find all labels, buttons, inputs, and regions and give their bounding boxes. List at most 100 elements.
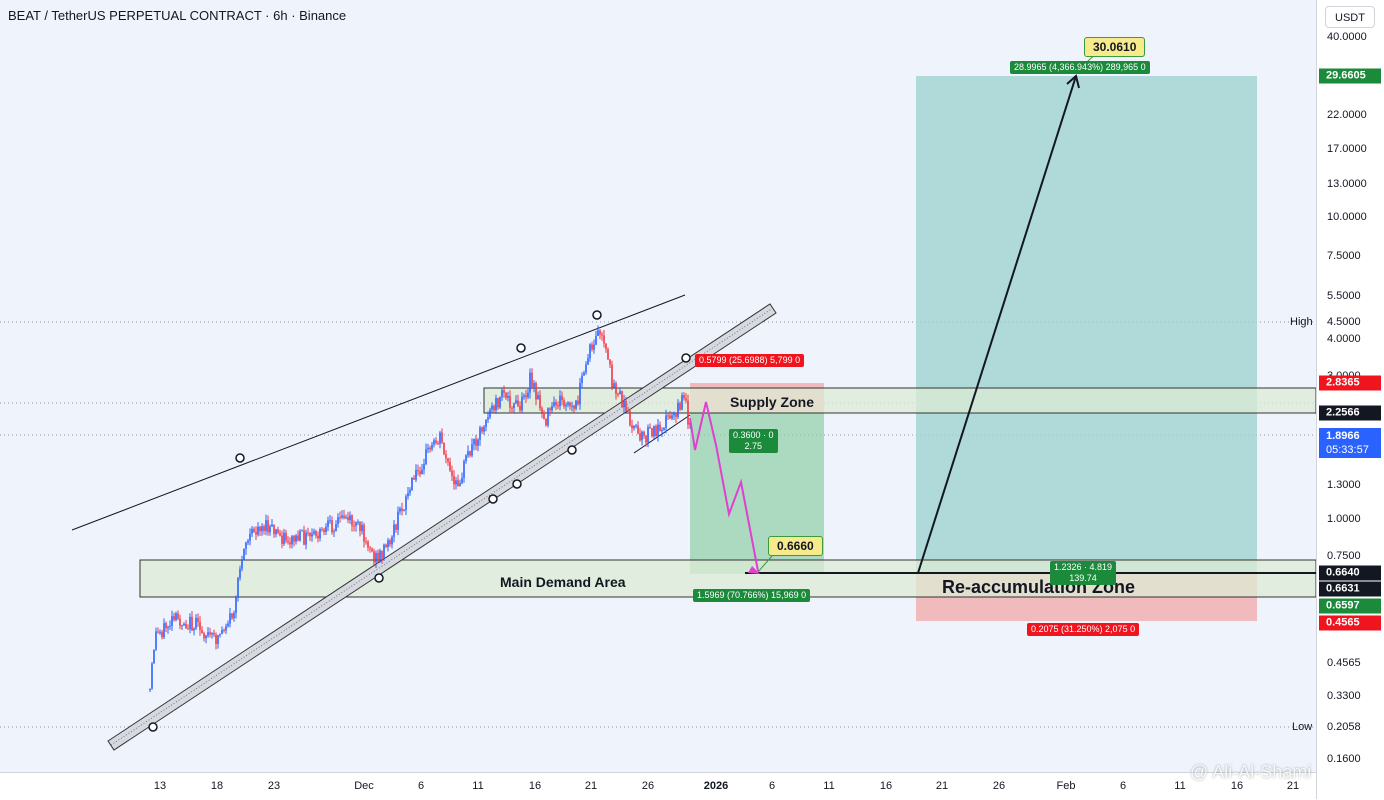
candle-body — [369, 547, 371, 549]
candle-body — [477, 439, 479, 446]
candle-body — [237, 578, 239, 598]
pivot-marker — [488, 494, 498, 504]
candle-body — [449, 461, 451, 471]
candle-body — [517, 400, 519, 406]
time-tick: 18 — [210, 780, 224, 792]
candle-body — [687, 400, 689, 425]
candle-body — [649, 427, 651, 429]
candle-body — [499, 397, 501, 408]
candle-body — [207, 632, 209, 636]
candle-body — [253, 528, 255, 533]
candle-body — [205, 635, 207, 639]
candle-body — [633, 425, 635, 429]
candle-body — [347, 517, 349, 521]
candle-body — [657, 424, 659, 437]
candle-body — [459, 483, 461, 487]
long-rr-badge: 1.2326 · 4.819 139.74 — [1050, 561, 1117, 585]
author-watermark: @ Ali-Al-Shami — [1190, 762, 1312, 782]
price-chart[interactable] — [0, 0, 1316, 772]
candle-body — [683, 395, 685, 399]
candle-body — [417, 469, 419, 472]
price-tick: 22.0000 — [1327, 109, 1367, 121]
candle-body — [365, 541, 367, 543]
candle-body — [275, 529, 277, 535]
price-tick: 4.0000 — [1327, 333, 1361, 345]
candle-body — [539, 395, 541, 409]
candle-body — [465, 455, 467, 462]
candle-body — [611, 364, 613, 388]
candle-body — [425, 449, 427, 465]
candle-body — [463, 461, 465, 478]
upper-trendline — [71, 294, 686, 531]
stop-high-price-tag: 2.8365 — [1319, 375, 1381, 391]
time-tick: 13 — [153, 780, 167, 792]
currency-selector[interactable]: USDT — [1325, 6, 1375, 28]
pivot-marker — [567, 445, 577, 455]
candle-body — [227, 623, 229, 627]
candle-body — [553, 402, 555, 406]
candle-body — [173, 616, 175, 620]
time-tick: 16 — [1230, 780, 1244, 792]
candle-body — [191, 616, 193, 631]
candle-body — [267, 520, 269, 533]
candle-body — [323, 529, 325, 532]
candle-body — [507, 395, 509, 398]
time-tick: 11 — [472, 780, 484, 792]
candle-body — [157, 631, 159, 633]
candle-body — [355, 522, 357, 526]
candle-body — [435, 440, 437, 444]
candle-body — [429, 447, 431, 450]
time-tick: 21 — [1286, 780, 1300, 792]
chart-area[interactable]: BEAT / TetherUS PERPETUAL CONTRACT · 6h … — [0, 0, 1316, 772]
time-tick: 6 — [768, 780, 776, 792]
candle-body — [353, 525, 355, 527]
candle-body — [403, 509, 405, 511]
candle-body — [361, 524, 363, 532]
candle-body — [241, 559, 243, 569]
candle-body — [319, 529, 321, 539]
candle-body — [571, 405, 573, 407]
demand-price-tag: 0.6631 — [1319, 581, 1381, 597]
candle-body — [605, 343, 607, 350]
candle-body — [177, 613, 179, 619]
candle-body — [395, 524, 397, 530]
candle-body — [671, 415, 673, 419]
candle-body — [357, 521, 359, 523]
price-scale[interactable]: USDT 40.0000 22.0000 17.0000 13.0000 10.… — [1316, 0, 1384, 799]
candle-body — [509, 395, 511, 408]
long-target-zone — [916, 76, 1257, 573]
candle-body — [495, 398, 497, 411]
candle-body — [533, 383, 535, 387]
supply-zone-label: Supply Zone — [730, 394, 814, 410]
candle-body — [413, 477, 415, 480]
candle-body — [469, 451, 471, 456]
candle-body — [437, 443, 439, 445]
candle-body — [185, 623, 187, 629]
price-tick: 13.0000 — [1327, 178, 1367, 190]
stop-low-price-tag: 0.4565 — [1319, 615, 1381, 631]
candle-body — [387, 540, 389, 547]
supply-zone-rect — [483, 387, 1316, 414]
candle-body — [321, 529, 323, 531]
candle-body — [543, 414, 545, 419]
candle-body — [411, 477, 413, 490]
time-tick: Feb — [1056, 780, 1076, 792]
candle-body — [639, 433, 641, 441]
candle-body — [351, 515, 353, 526]
candle-body — [317, 535, 319, 539]
candle-body — [551, 405, 553, 411]
time-tick: 21 — [935, 780, 949, 792]
candle-body — [567, 402, 569, 405]
candle-body — [385, 544, 387, 547]
candle-body — [209, 632, 211, 635]
candle-body — [479, 427, 481, 440]
time-tick: 21 — [584, 780, 598, 792]
low-price-value: 0.2058 — [1327, 721, 1361, 733]
candle-body — [451, 470, 453, 476]
candle-body — [595, 335, 597, 345]
candle-body — [231, 613, 233, 619]
candle-body — [619, 391, 621, 395]
candle-body — [363, 524, 365, 542]
candle-body — [229, 613, 231, 624]
time-scale[interactable]: 13 18 23 Dec 6 11 16 21 26 2026 6 11 16 … — [0, 772, 1316, 800]
